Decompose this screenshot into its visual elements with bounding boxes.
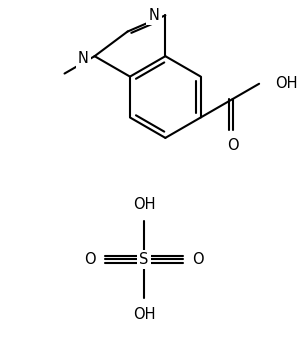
Text: N: N bbox=[148, 8, 160, 23]
Text: N: N bbox=[78, 51, 89, 66]
Text: OH: OH bbox=[275, 76, 297, 91]
Text: S: S bbox=[139, 252, 148, 267]
Text: O: O bbox=[193, 252, 204, 267]
Text: OH: OH bbox=[133, 307, 155, 322]
Text: OH: OH bbox=[133, 197, 155, 212]
Text: O: O bbox=[84, 252, 95, 267]
Text: O: O bbox=[227, 138, 239, 154]
